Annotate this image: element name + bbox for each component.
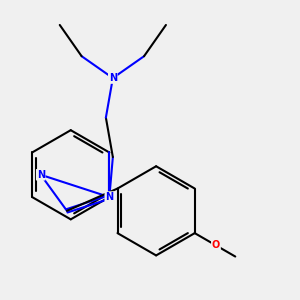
Text: N: N	[37, 170, 45, 180]
Text: N: N	[105, 192, 113, 202]
Text: O: O	[212, 240, 220, 250]
Text: N: N	[109, 73, 117, 83]
